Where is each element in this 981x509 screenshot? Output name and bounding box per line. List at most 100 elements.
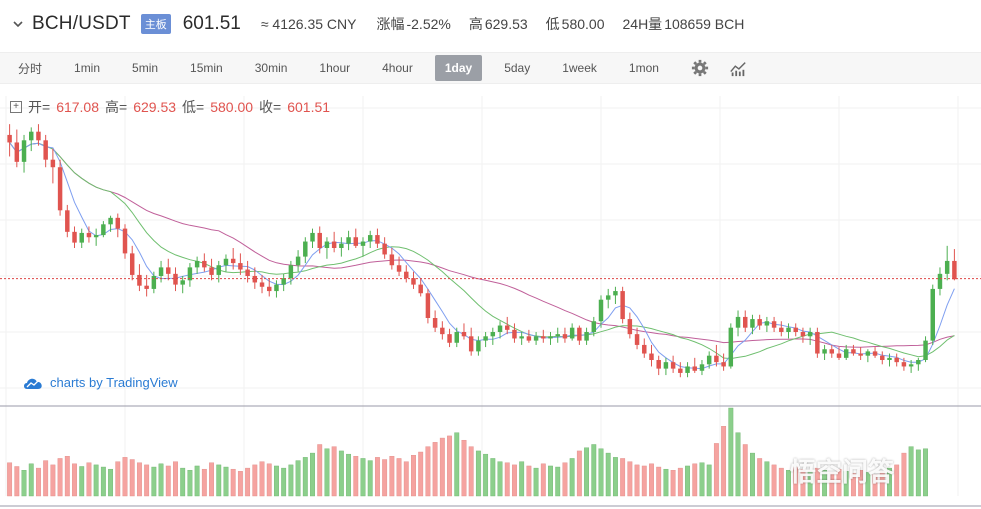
- candle-body: [483, 336, 488, 341]
- volume-bar: [461, 439, 467, 497]
- interval-tab[interactable]: 1week: [562, 61, 597, 75]
- interval-tab[interactable]: 5min: [132, 61, 159, 75]
- volume-bar: [872, 474, 878, 497]
- volume-bar: [858, 470, 864, 497]
- candle-body: [678, 368, 683, 373]
- volume-bar: [274, 465, 279, 497]
- interval-toolbar: 分时 1min 5min 15min 30min 1hour 4hour 1da…: [0, 52, 981, 84]
- candle-body: [656, 360, 661, 369]
- volume-bar: [382, 459, 388, 497]
- volume-bar: [158, 463, 164, 497]
- interval-tab[interactable]: 15min: [190, 61, 223, 75]
- candle-body: [144, 285, 149, 289]
- interval-tab[interactable]: 1hour: [319, 61, 351, 75]
- candle-body: [887, 357, 892, 360]
- symbol-name[interactable]: BCH/USDT: [32, 13, 131, 34]
- candlestick-chart[interactable]: [0, 88, 981, 509]
- interval-tab[interactable]: 分时: [18, 61, 43, 76]
- indicators-icon[interactable]: [729, 59, 747, 77]
- interval-tab[interactable]: 1mon: [628, 61, 659, 75]
- change-label: 涨幅: [376, 16, 405, 32]
- candle-body: [815, 332, 820, 354]
- volume-bar: [670, 470, 676, 497]
- volume-bar: [187, 470, 193, 497]
- candle-body: [7, 134, 12, 143]
- candle-body: [209, 267, 214, 275]
- cloud-icon: [24, 378, 42, 389]
- expand-icon[interactable]: +: [10, 101, 22, 113]
- volume-bar: [843, 471, 849, 497]
- volume-bar: [822, 470, 828, 497]
- tradingview-logo[interactable]: charts by TradingView: [22, 375, 178, 390]
- last-price: 601.51: [182, 13, 241, 34]
- candle-body: [324, 241, 330, 248]
- candle-body: [526, 336, 532, 341]
- chevron-down-icon[interactable]: [12, 18, 24, 30]
- ohlc-legend: + 开= 617.08 高= 629.53 低= 580.00 收= 601.51: [10, 97, 330, 117]
- volume-bar: [850, 473, 856, 497]
- volume-bar: [742, 444, 748, 497]
- candle-body: [180, 280, 185, 285]
- candle-body: [418, 284, 423, 294]
- volume-bar: [396, 458, 402, 497]
- candle-body: [771, 321, 777, 328]
- volume-bar: [194, 465, 200, 497]
- interval-tab[interactable]: 4hour: [382, 61, 413, 75]
- candle-body: [396, 265, 402, 272]
- candle-body: [620, 291, 625, 320]
- candle-body: [411, 278, 416, 285]
- volume-bar: [57, 458, 63, 497]
- interval-tab[interactable]: 30min: [254, 61, 288, 75]
- volume-bar: [584, 447, 590, 497]
- volume-bar: [223, 466, 229, 497]
- volume-bar: [454, 432, 460, 497]
- candle-body: [476, 340, 481, 352]
- candle-body: [331, 241, 337, 248]
- close-label: 收=: [259, 99, 282, 115]
- candle-body: [685, 366, 690, 373]
- volume-bar: [569, 458, 575, 497]
- candle-body: [252, 276, 258, 283]
- interval-tab-active[interactable]: 1day: [434, 55, 483, 81]
- volume-bar: [353, 456, 359, 497]
- volume-bar: [389, 456, 395, 497]
- candle-body: [267, 286, 272, 292]
- candle-body: [541, 336, 546, 339]
- volume-bar: [281, 467, 287, 497]
- gear-icon[interactable]: [691, 59, 709, 77]
- volume-bar: [706, 464, 712, 497]
- volume-bar: [36, 467, 41, 497]
- volume-bar: [605, 452, 611, 497]
- low-value: 580.00: [210, 99, 254, 115]
- candle-body: [670, 362, 676, 369]
- volume-bar: [533, 467, 539, 497]
- candle-body: [548, 336, 553, 339]
- candle-body: [728, 327, 734, 367]
- volume-value: 108659 BCH: [664, 16, 745, 32]
- volume-bar: [497, 461, 503, 497]
- candle-body: [807, 332, 813, 337]
- volume-bar: [28, 463, 34, 497]
- volume-bar: [165, 465, 171, 497]
- volume-bar: [403, 461, 409, 497]
- candle-body: [245, 269, 250, 276]
- volume-bar: [43, 460, 49, 497]
- volume-bar: [209, 462, 214, 497]
- candle-body: [591, 321, 597, 332]
- candle-body: [613, 291, 618, 296]
- candle-body: [353, 237, 359, 246]
- candle-body: [360, 241, 366, 246]
- candle-body: [461, 332, 467, 337]
- candle-body: [800, 332, 806, 337]
- candle-body: [598, 299, 604, 322]
- interval-tab[interactable]: 5day: [504, 61, 531, 75]
- volume-bar: [411, 455, 416, 497]
- volume-bar: [50, 464, 56, 497]
- candle-body: [750, 319, 755, 328]
- volume-bar: [252, 464, 258, 497]
- volume-bar: [129, 459, 135, 497]
- volume-bar: [151, 466, 157, 497]
- volume-bar: [721, 426, 727, 497]
- volume-bar: [923, 448, 928, 497]
- interval-tab[interactable]: 1min: [74, 61, 101, 75]
